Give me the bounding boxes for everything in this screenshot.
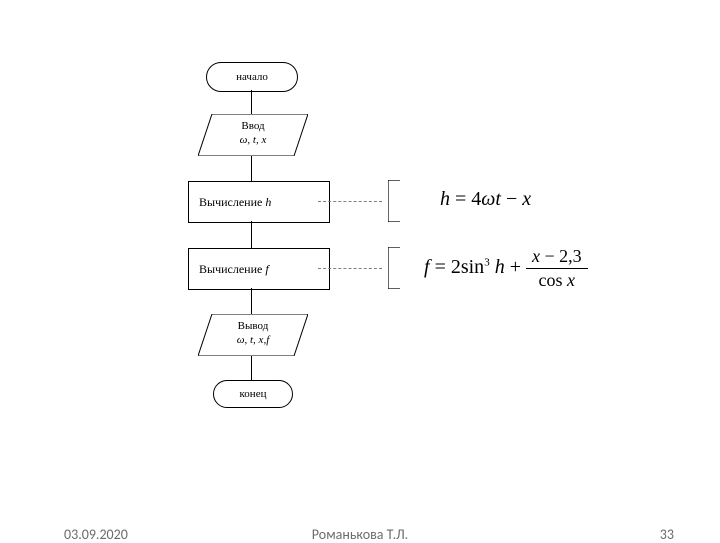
output-label-line2: ω, t, x,f	[198, 334, 308, 348]
formula-h-eq: =	[450, 188, 471, 210]
input-label-line2: ω, t, x	[198, 134, 308, 148]
formula-f-plus: +	[505, 256, 526, 278]
formula-h-lhs: h	[440, 188, 450, 210]
flow-output: Вывод ω, t, x,f	[198, 314, 308, 356]
connector	[251, 356, 252, 380]
flow-start: начало	[206, 62, 298, 92]
frac-den-arg: x	[563, 270, 576, 290]
formula-h-coef: 4	[471, 188, 481, 210]
formula-h-vars: ωt	[481, 188, 501, 210]
formula-f: f = 2sin3 h + x − 2,3cos x	[424, 246, 588, 291]
dashed-link-h	[318, 201, 382, 202]
process-f-var: f	[265, 262, 268, 276]
frac-den-func: cos	[539, 270, 563, 290]
process-h-prefix: Вычисление	[199, 195, 265, 209]
formula-f-func: sin	[461, 256, 484, 278]
formula-h-op: −	[501, 188, 522, 210]
input-label-line1: Ввод	[198, 120, 308, 134]
output-label-line1: Вывод	[198, 320, 308, 334]
flow-start-label: начало	[236, 71, 268, 83]
flow-process-f: Вычисление f	[188, 248, 330, 290]
footer-author: Романькова Т.Л.	[0, 526, 720, 543]
flow-end: конец	[213, 380, 293, 408]
frac-num-op: −	[540, 246, 559, 266]
frac-num-a: x	[532, 246, 540, 266]
formula-f-eq: =	[430, 256, 451, 278]
slide-canvas: начало Ввод ω, t, x Вычисление h Вычисле…	[0, 0, 720, 540]
footer-page: 33	[660, 526, 674, 543]
formula-h-term2: x	[522, 188, 531, 210]
flow-end-label: конец	[240, 388, 267, 400]
flow-process-h: Вычисление h	[188, 181, 330, 223]
flow-input: Ввод ω, t, x	[198, 114, 308, 156]
frac-num-b: 2,3	[559, 246, 582, 266]
process-h-var: h	[265, 195, 271, 209]
connector	[251, 90, 252, 114]
connector	[251, 221, 252, 248]
formula-f-arg: h	[490, 256, 505, 278]
bracket-h	[388, 180, 404, 227]
process-f-prefix: Вычисление	[199, 262, 265, 276]
bracket-f	[388, 247, 404, 294]
connector	[251, 288, 252, 314]
dashed-link-f	[318, 268, 382, 269]
formula-h: h = 4ωt − x	[440, 188, 531, 211]
connector	[251, 156, 252, 181]
formula-f-coef: 2	[451, 256, 461, 278]
formula-f-fraction: x − 2,3 cos x	[526, 246, 588, 291]
